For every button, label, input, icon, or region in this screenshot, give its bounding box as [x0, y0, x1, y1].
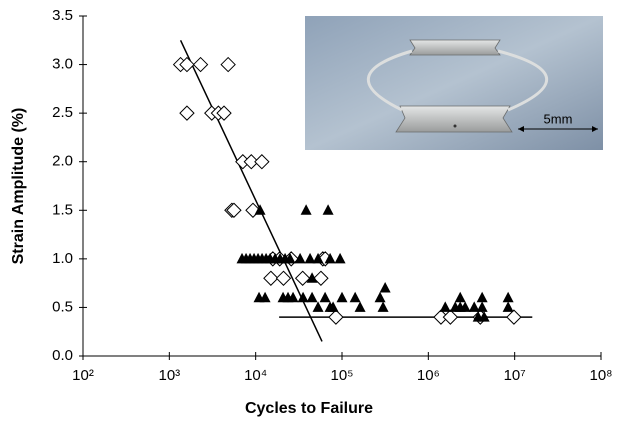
triangle-point: [287, 291, 299, 303]
y-tick-label: 0.5: [52, 298, 73, 315]
fit-line: [179, 39, 323, 342]
diamond-point: [254, 154, 270, 170]
x-axis-label: Cycles to Failure: [245, 400, 373, 417]
triangle-point: [349, 291, 361, 303]
diamond-point: [226, 202, 242, 218]
triangle-point: [476, 291, 488, 303]
triangle-point: [304, 252, 316, 264]
diamond-point: [275, 270, 292, 286]
triangle-point: [297, 291, 309, 303]
inset-photo: 5mm: [305, 16, 603, 150]
triangle-point: [468, 301, 480, 312]
triangle-point: [300, 204, 312, 215]
triangle-point: [327, 301, 339, 312]
diamond-point: [192, 56, 209, 73]
triangle-point: [259, 291, 271, 303]
triangle-point: [306, 291, 318, 303]
x-tick-label: 10⁷: [504, 367, 526, 384]
triangle-point: [374, 291, 386, 303]
triangle-point: [294, 252, 306, 264]
diamond-point: [328, 309, 344, 325]
triangle-point: [502, 291, 514, 303]
triangle-point: [284, 252, 296, 264]
diamond-point: [220, 56, 236, 73]
x-tick-label: 10⁶: [417, 367, 440, 384]
triangle-point: [306, 272, 318, 283]
diamond-point: [313, 270, 329, 286]
triangle-point: [377, 301, 389, 312]
triangle-point: [322, 204, 334, 215]
triangle-point: [502, 301, 514, 312]
diamond-point: [263, 270, 279, 286]
triangle-point: [319, 291, 331, 303]
triangle-point: [334, 252, 346, 264]
diamond-point: [506, 309, 522, 325]
x-tick-label: 10⁵: [331, 367, 354, 384]
triangle-point: [354, 301, 366, 312]
diamond-point: [442, 309, 459, 325]
triangle-point: [254, 204, 266, 215]
triangle-point: [454, 291, 466, 303]
inset-scale-label: 5mm: [544, 111, 573, 126]
triangle-point: [336, 291, 348, 303]
triangle-point: [312, 301, 324, 312]
x-tick-label: 10⁴: [244, 367, 267, 384]
diamond-point: [294, 270, 311, 286]
y-tick-label: 2.5: [52, 104, 73, 121]
diamond-point: [216, 105, 232, 121]
diamond-point: [179, 105, 195, 121]
diamond-point: [179, 56, 195, 73]
x-tick-label: 10²: [72, 367, 94, 384]
triangle-point: [324, 252, 336, 264]
diamond-point: [243, 154, 260, 170]
triangle-point: [478, 311, 490, 322]
triangle-point: [312, 252, 324, 264]
y-axis-label: Strain Amplitude (%): [10, 108, 27, 265]
y-tick-label: 3.0: [52, 56, 73, 73]
y-tick-label: 2.0: [52, 153, 73, 170]
x-tick-label: 10³: [158, 367, 180, 384]
y-tick-label: 1.0: [52, 250, 73, 267]
triangle-point: [379, 282, 391, 293]
triangle-point: [476, 301, 488, 312]
y-tick-label: 3.5: [52, 7, 73, 24]
y-tick-label: 1.5: [52, 201, 73, 218]
triangle-point: [439, 301, 451, 312]
y-tick-label: 0.0: [52, 347, 73, 364]
triangle-point: [459, 301, 471, 312]
x-tick-label: 10⁸: [589, 367, 612, 384]
diamond-point: [245, 202, 261, 218]
